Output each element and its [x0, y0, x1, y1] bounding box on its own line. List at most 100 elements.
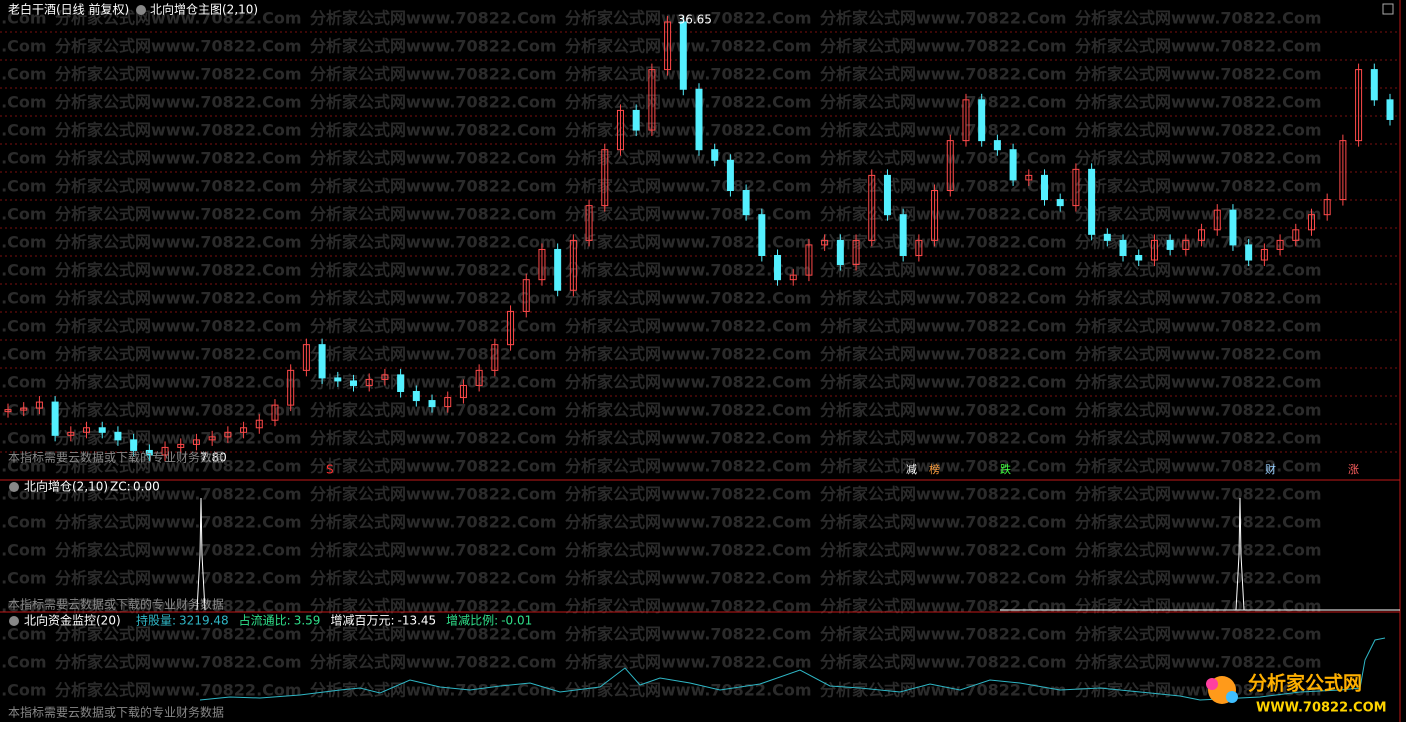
- candle: [365, 378, 373, 386]
- watermark: 分析家公式网www.70822.Com: [0, 625, 47, 644]
- candle: [208, 436, 216, 441]
- watermark: 分析家公式网www.70822.Com: [55, 373, 302, 392]
- watermark: 分析家公式网www.70822.Com: [820, 121, 1067, 140]
- watermark: 分析家公式网www.70822.Com: [310, 233, 557, 252]
- candle: [240, 427, 248, 433]
- candle: [444, 397, 452, 408]
- candle: [1386, 99, 1394, 120]
- watermark: 分析家公式网www.70822.Com: [565, 653, 812, 672]
- logo-url: WWW.70822.COM: [1256, 701, 1387, 716]
- watermark: 分析家公式网www.70822.Com: [55, 401, 302, 420]
- watermark: 分析家公式网www.70822.Com: [565, 681, 812, 700]
- watermark: 分析家公式网www.70822.Com: [310, 513, 557, 532]
- candle: [1056, 199, 1064, 207]
- watermark: 分析家公式网www.70822.Com: [1075, 597, 1322, 616]
- candle: [459, 384, 467, 399]
- candle: [585, 205, 593, 241]
- watermark: 分析家公式网www.70822.Com: [0, 345, 47, 364]
- watermark: 分析家公式网www.70822.Com: [1075, 65, 1322, 84]
- candle: [946, 140, 954, 192]
- watermark: 分析家公式网www.70822.Com: [820, 345, 1067, 364]
- watermark: 分析家公式网www.70822.Com: [1075, 513, 1322, 532]
- candle: [1009, 149, 1017, 181]
- close-button[interactable]: [1382, 3, 1394, 15]
- watermark: 分析家公式网www.70822.Com: [0, 429, 47, 448]
- toggle[interactable]: [9, 616, 19, 626]
- price-annotation: 36.65: [678, 13, 712, 27]
- watermark: 分析家公式网www.70822.Com: [1075, 289, 1322, 308]
- watermark: 分析家公式网www.70822.Com: [565, 541, 812, 560]
- watermark: 分析家公式网www.70822.Com: [0, 261, 47, 280]
- watermark: 分析家公式网www.70822.Com: [1075, 401, 1322, 420]
- watermark: 分析家公式网www.70822.Com: [310, 289, 557, 308]
- candle: [616, 109, 624, 151]
- zc-value: 0.00: [133, 480, 160, 494]
- watermark: 分析家公式网www.70822.Com: [565, 93, 812, 112]
- watermark: 分析家公式网www.70822.Com: [820, 373, 1067, 392]
- candle: [789, 274, 797, 281]
- watermark: 分析家公式网www.70822.Com: [565, 429, 812, 448]
- watermark: 分析家公式网www.70822.Com: [820, 205, 1067, 224]
- watermark: 分析家公式网www.70822.Com: [0, 317, 47, 336]
- candle: [287, 369, 295, 406]
- watermark: 分析家公式网www.70822.Com: [1075, 261, 1322, 280]
- candle: [192, 439, 200, 445]
- watermark: 分析家公式网www.70822.Com: [1075, 121, 1322, 140]
- watermark: 分析家公式网www.70822.Com: [820, 429, 1067, 448]
- watermark: 分析家公式网www.70822.Com: [0, 513, 47, 532]
- watermark: 分析家公式网www.70822.Com: [55, 317, 302, 336]
- watermark: 分析家公式网www.70822.Com: [310, 653, 557, 672]
- candle: [1292, 229, 1300, 241]
- notice: 本指标需要云数据或下载的专业财务数据: [8, 450, 224, 465]
- watermark: 分析家公式网www.70822.Com: [55, 233, 302, 252]
- watermark: 分析家公式网www.70822.Com: [820, 37, 1067, 56]
- watermark: 分析家公式网www.70822.Com: [310, 9, 557, 28]
- watermark: 分析家公式网www.70822.Com: [565, 177, 812, 196]
- candle: [475, 369, 483, 386]
- field-value: -13.45: [397, 614, 436, 628]
- watermark: 分析家公式网www.70822.Com: [565, 261, 812, 280]
- watermark: 分析家公式网www.70822.Com: [55, 653, 302, 672]
- candle: [1260, 248, 1268, 261]
- field-value: 3.59: [294, 614, 321, 628]
- candle: [1307, 214, 1315, 231]
- watermark: 分析家公式网www.70822.Com: [310, 177, 557, 196]
- field-label: 持股量:: [136, 613, 176, 628]
- candle: [1229, 209, 1237, 246]
- watermark: 分析家公式网www.70822.Com: [565, 37, 812, 56]
- watermark: 分析家公式网www.70822.Com: [55, 149, 302, 168]
- watermark: 分析家公式网www.70822.Com: [565, 373, 812, 392]
- watermark: 分析家公式网www.70822.Com: [310, 625, 557, 644]
- watermark: 分析家公式网www.70822.Com: [0, 289, 47, 308]
- background: [0, 0, 1406, 722]
- watermark: 分析家公式网www.70822.Com: [0, 37, 47, 56]
- watermark: 分析家公式网www.70822.Com: [820, 541, 1067, 560]
- candle: [648, 69, 656, 131]
- watermark: 分析家公式网www.70822.Com: [310, 149, 557, 168]
- candle: [1041, 174, 1048, 201]
- watermark: 分析家公式网www.70822.Com: [0, 597, 47, 616]
- watermark: 分析家公式网www.70822.Com: [1075, 681, 1322, 700]
- watermark: 分析家公式网www.70822.Com: [820, 177, 1067, 196]
- candle: [569, 239, 577, 291]
- watermark: 分析家公式网www.70822.Com: [820, 569, 1067, 588]
- watermark: 分析家公式网www.70822.Com: [820, 401, 1067, 420]
- stock-name: 老白干酒(日线 前复权): [8, 2, 129, 17]
- signal: 榜: [929, 462, 940, 476]
- candle: [1103, 233, 1111, 241]
- watermark: 分析家公式网www.70822.Com: [565, 65, 812, 84]
- signal: 财: [1265, 462, 1276, 476]
- notice: 本指标需要云数据或下载的专业财务数据: [8, 597, 224, 612]
- candle: [993, 140, 1001, 151]
- watermark: 分析家公式网www.70822.Com: [55, 513, 302, 532]
- watermark: 分析家公式网www.70822.Com: [1075, 205, 1322, 224]
- watermark: 分析家公式网www.70822.Com: [310, 65, 557, 84]
- spike: [1235, 497, 1245, 611]
- watermark: 分析家公式网www.70822.Com: [310, 205, 557, 224]
- signal: S: [326, 463, 334, 477]
- toggle[interactable]: [9, 482, 19, 492]
- watermark: 分析家公式网www.70822.Com: [55, 289, 302, 308]
- watermark: 分析家公式网www.70822.Com: [820, 317, 1067, 336]
- toggle[interactable]: [136, 5, 146, 15]
- candle: [538, 248, 546, 281]
